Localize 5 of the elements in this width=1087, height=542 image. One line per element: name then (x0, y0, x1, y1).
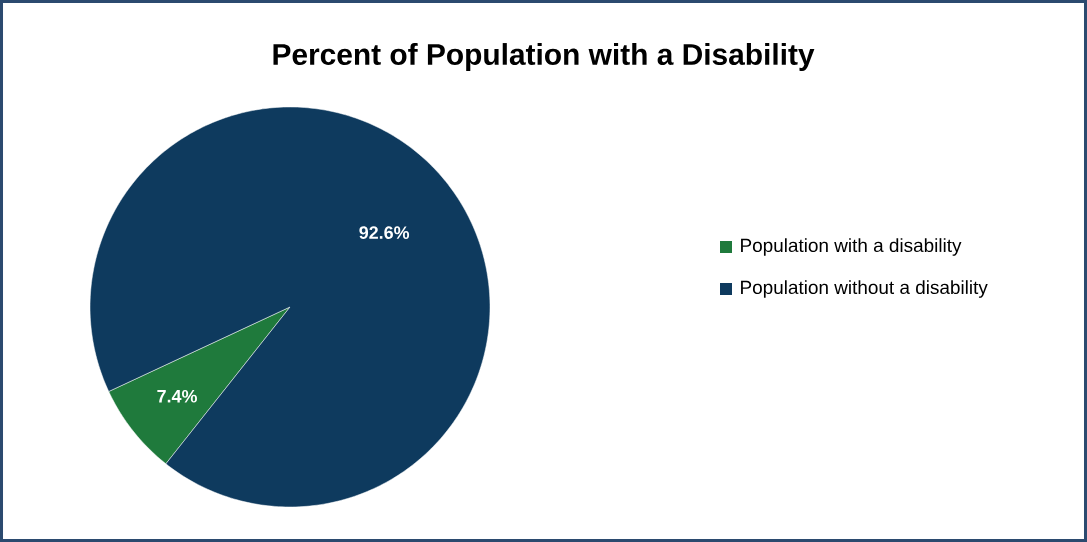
chart-title: Percent of Population with a Disability (273, 43, 815, 71)
data-label: 7.4% (157, 389, 197, 403)
legend-label: Population without a disability (741, 280, 988, 298)
legend-label: Population with a disability (741, 238, 962, 256)
data-label: 92.6% (359, 226, 410, 239)
